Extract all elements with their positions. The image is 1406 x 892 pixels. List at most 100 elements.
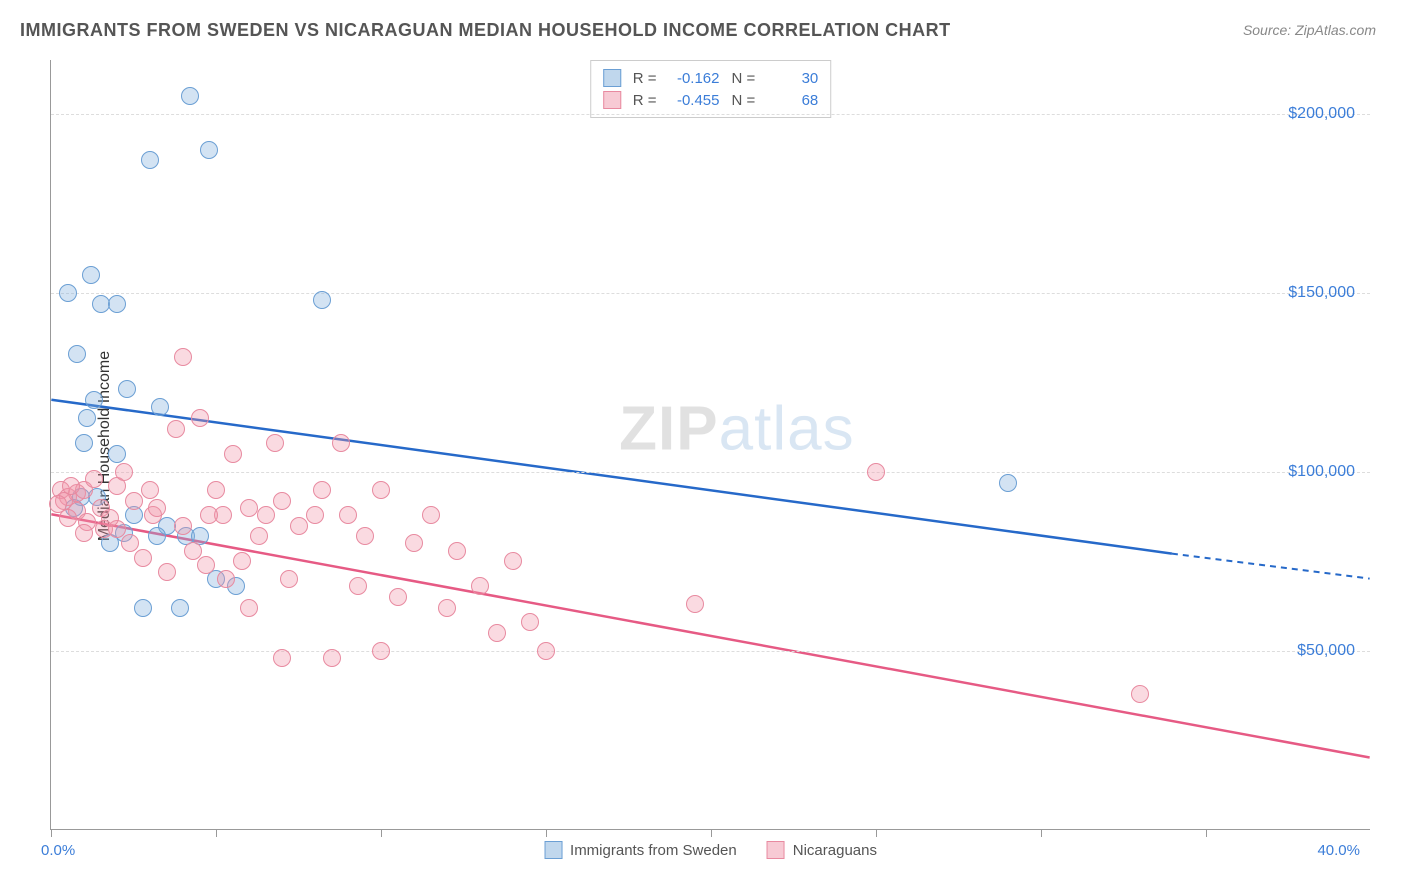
plot-area: ZIPatlas R = -0.162 N = 30 R = -0.455 N … <box>50 60 1370 830</box>
watermark-atlas: atlas <box>719 395 855 464</box>
data-point-pink <box>332 434 350 452</box>
trend-line-dashed <box>1172 554 1370 579</box>
x-tick <box>216 829 217 837</box>
stats-row-pink: R = -0.455 N = 68 <box>603 89 819 111</box>
data-point-blue <box>171 599 189 617</box>
x-tick <box>876 829 877 837</box>
data-point-pink <box>438 599 456 617</box>
gridline-h <box>51 114 1370 115</box>
x-tick <box>1206 829 1207 837</box>
data-point-blue <box>151 398 169 416</box>
data-point-pink <box>339 506 357 524</box>
x-tick <box>381 829 382 837</box>
trend-line-solid <box>51 514 1369 757</box>
data-point-blue <box>68 345 86 363</box>
data-point-pink <box>372 642 390 660</box>
data-point-pink <box>422 506 440 524</box>
data-point-pink <box>141 481 159 499</box>
gridline-h <box>51 293 1370 294</box>
data-point-blue <box>82 266 100 284</box>
data-point-blue <box>78 409 96 427</box>
data-point-blue <box>108 445 126 463</box>
data-point-blue <box>118 380 136 398</box>
data-point-pink <box>240 599 258 617</box>
data-point-pink <box>224 445 242 463</box>
data-point-pink <box>85 470 103 488</box>
data-point-pink <box>62 477 80 495</box>
gridline-h <box>51 651 1370 652</box>
legend-label-pink: Nicaraguans <box>793 842 877 859</box>
data-point-pink <box>349 577 367 595</box>
stat-n-value-blue: 30 <box>763 70 818 87</box>
data-point-pink <box>148 499 166 517</box>
data-point-blue <box>141 151 159 169</box>
data-point-pink <box>266 434 284 452</box>
chart-title: IMMIGRANTS FROM SWEDEN VS NICARAGUAN MED… <box>20 20 951 41</box>
stat-n-label-2: N = <box>732 92 756 109</box>
data-point-pink <box>290 517 308 535</box>
y-tick-label: $100,000 <box>1288 463 1355 481</box>
data-point-blue <box>134 599 152 617</box>
data-point-pink <box>217 570 235 588</box>
data-point-blue <box>75 434 93 452</box>
data-point-pink <box>488 624 506 642</box>
data-point-pink <box>1131 685 1149 703</box>
data-point-pink <box>197 556 215 574</box>
x-tick <box>51 829 52 837</box>
data-point-pink <box>504 552 522 570</box>
data-point-pink <box>121 534 139 552</box>
data-point-blue <box>313 291 331 309</box>
data-point-pink <box>250 527 268 545</box>
data-point-pink <box>167 420 185 438</box>
data-point-pink <box>448 542 466 560</box>
legend-bottom: Immigrants from Sweden Nicaraguans <box>544 841 877 859</box>
data-point-blue <box>148 527 166 545</box>
data-point-pink <box>174 517 192 535</box>
legend-item-blue: Immigrants from Sweden <box>544 841 737 859</box>
stats-row-blue: R = -0.162 N = 30 <box>603 67 819 89</box>
x-tick <box>711 829 712 837</box>
legend-item-pink: Nicaraguans <box>767 841 877 859</box>
stats-box: R = -0.162 N = 30 R = -0.455 N = 68 <box>590 60 832 118</box>
data-point-pink <box>372 481 390 499</box>
chart-container: IMMIGRANTS FROM SWEDEN VS NICARAGUAN MED… <box>0 0 1406 892</box>
source-label: Source: ZipAtlas.com <box>1243 22 1376 38</box>
data-point-blue <box>181 87 199 105</box>
data-point-blue <box>200 141 218 159</box>
data-point-pink <box>233 552 251 570</box>
x-axis-min-label: 0.0% <box>41 842 75 859</box>
data-point-pink <box>323 649 341 667</box>
data-point-pink <box>521 613 539 631</box>
data-point-pink <box>471 577 489 595</box>
data-point-pink <box>313 481 331 499</box>
watermark: ZIPatlas <box>619 394 854 465</box>
data-point-pink <box>356 527 374 545</box>
data-point-pink <box>191 409 209 427</box>
swatch-pink-icon <box>603 91 621 109</box>
data-point-pink <box>273 492 291 510</box>
data-point-pink <box>867 463 885 481</box>
data-point-pink <box>184 542 202 560</box>
y-tick-label: $50,000 <box>1297 642 1355 660</box>
stat-n-value-pink: 68 <box>763 92 818 109</box>
data-point-pink <box>405 534 423 552</box>
data-point-pink <box>101 509 119 527</box>
x-tick <box>1041 829 1042 837</box>
swatch-blue-icon <box>603 69 621 87</box>
data-point-pink <box>273 649 291 667</box>
data-point-pink <box>257 506 275 524</box>
data-point-pink <box>686 595 704 613</box>
data-point-pink <box>174 348 192 366</box>
data-point-pink <box>200 506 218 524</box>
data-point-blue <box>85 391 103 409</box>
data-point-blue <box>108 295 126 313</box>
data-point-pink <box>389 588 407 606</box>
legend-swatch-blue-icon <box>544 841 562 859</box>
y-tick-label: $150,000 <box>1288 284 1355 302</box>
data-point-pink <box>75 524 93 542</box>
watermark-zip: ZIP <box>619 395 718 464</box>
stat-n-label: N = <box>732 70 756 87</box>
data-point-blue <box>999 474 1017 492</box>
stat-r-value-blue: -0.162 <box>665 70 720 87</box>
stat-r-label: R = <box>633 70 657 87</box>
